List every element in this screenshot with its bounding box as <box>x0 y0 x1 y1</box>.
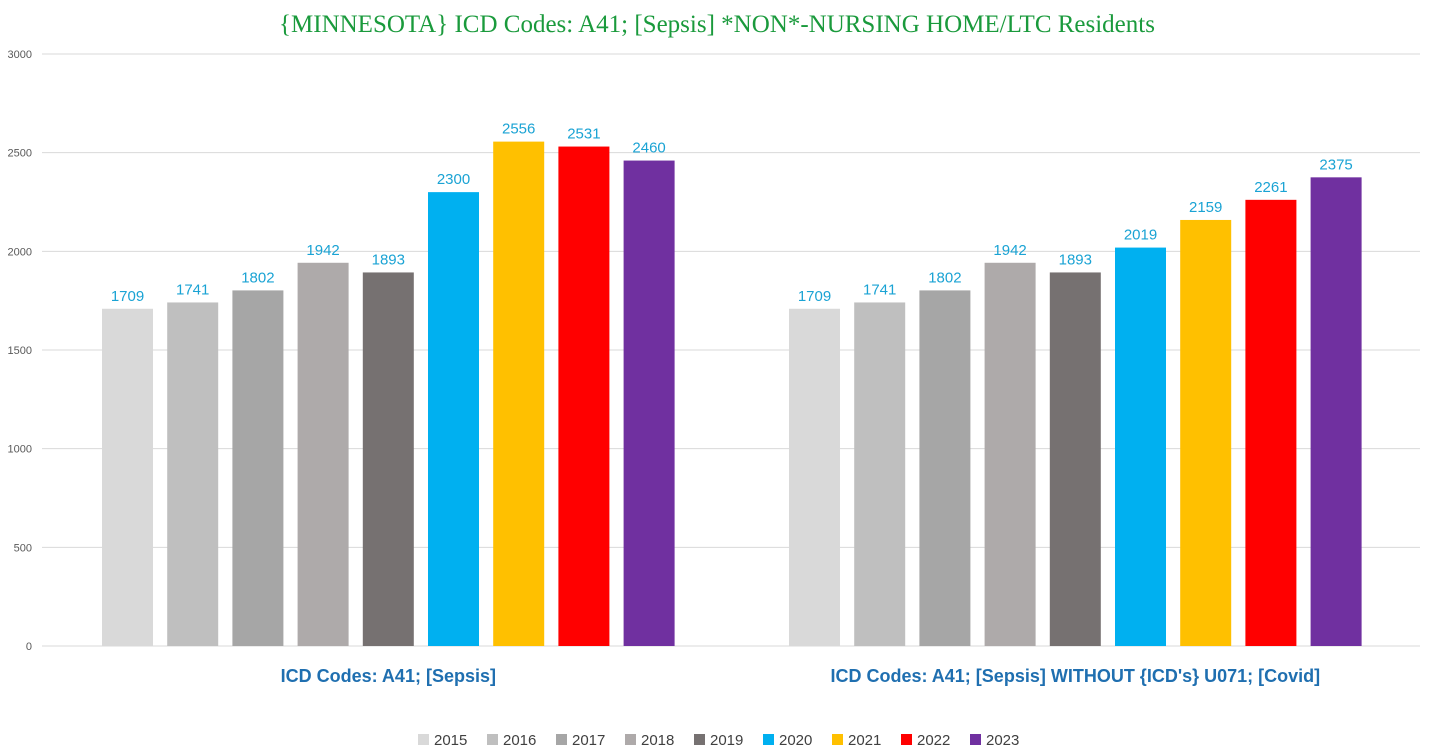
data-label: 1893 <box>372 251 405 268</box>
category-label: ICD Codes: A41; [Sepsis] <box>281 666 496 686</box>
legend-swatch-2018 <box>625 734 636 745</box>
bar-2021-group-2 <box>1180 219 1232 646</box>
data-label: 1802 <box>928 269 961 286</box>
y-tick-label: 1500 <box>8 345 32 357</box>
data-label: 1741 <box>176 281 209 298</box>
data-label: 2300 <box>437 171 470 188</box>
bar-2015-group-2 <box>789 308 840 646</box>
bar-2023-group-2 <box>1310 177 1362 647</box>
bar-2020-group-1 <box>428 192 479 646</box>
bar-2019-group-1 <box>362 272 414 646</box>
y-tick-label: 2000 <box>8 246 32 258</box>
data-label: 2159 <box>1189 199 1222 216</box>
data-label: 1893 <box>1059 251 1092 268</box>
data-label: 2261 <box>1254 179 1287 196</box>
data-label: 2556 <box>502 121 535 138</box>
bar-2018-group-1 <box>297 262 349 646</box>
legend-label: 2016 <box>503 732 536 749</box>
legend-swatch-2022 <box>901 734 912 745</box>
data-label: 1709 <box>111 288 144 305</box>
data-label: 1802 <box>241 269 274 286</box>
category-labels: ICD Codes: A41; [Sepsis] ICD Codes: A41; … <box>281 666 1321 686</box>
data-label: 2460 <box>632 140 665 157</box>
legend-swatch-2019 <box>694 734 705 745</box>
data-labels: 1709 1709 1741 1741 1802 1802 1942 1942 1893 1893… <box>111 121 1353 305</box>
bar-2017-group-2 <box>919 290 971 646</box>
legend-label: 2020 <box>779 732 812 749</box>
data-label: 2019 <box>1124 227 1157 244</box>
bar-2022-group-1 <box>558 146 610 647</box>
data-label: 2531 <box>567 126 600 143</box>
legend-swatch-2017 <box>556 734 567 745</box>
legend-label: 2015 <box>434 732 467 749</box>
data-label: 1942 <box>306 242 339 259</box>
bar-2015-group-1 <box>102 308 153 646</box>
bar-2021-group-1 <box>493 141 545 646</box>
chart-title: {MINNESOTA} ICD Codes: A41; [Sepsis] *NO… <box>279 11 1155 38</box>
y-axis-ticks: 0 500 1000 1500 2000 2500 3000 <box>8 49 32 653</box>
bar-2020-group-2 <box>1115 247 1166 647</box>
legend-label: 2017 <box>572 732 605 749</box>
y-tick-label: 2500 <box>8 148 32 160</box>
bar-2017-group-1 <box>232 290 284 646</box>
legend-swatch-2015 <box>418 734 429 745</box>
bar-2023-group-1 <box>623 160 675 646</box>
data-label: 1942 <box>993 242 1026 259</box>
legend-swatch-2016 <box>487 734 498 745</box>
y-tick-label: 0 <box>26 641 32 653</box>
legend-swatch-2020 <box>763 734 774 745</box>
data-label: 1741 <box>863 281 896 298</box>
legend-swatch-2021 <box>832 734 843 745</box>
y-tick-label: 500 <box>14 542 32 554</box>
legend-label: 2023 <box>986 732 1019 749</box>
data-label: 2375 <box>1319 156 1352 173</box>
legend-label: 2022 <box>917 732 950 749</box>
legend: 2015 2016 2017 2018 2019 2020 2021 2022 2023 <box>418 732 1019 749</box>
bar-2018-group-2 <box>984 262 1036 646</box>
category-label: ICD Codes: A41; [Sepsis] WITHOUT {ICD's}… <box>830 666 1320 686</box>
bar-2022-group-2 <box>1245 199 1297 646</box>
bars <box>102 141 1362 647</box>
bar-2019-group-2 <box>1049 272 1101 646</box>
data-label: 1709 <box>798 288 831 305</box>
legend-label: 2018 <box>641 732 674 749</box>
legend-label: 2019 <box>710 732 743 749</box>
bar-2016-group-2 <box>854 302 906 646</box>
bar-2016-group-1 <box>167 302 219 646</box>
y-tick-label: 3000 <box>8 49 32 61</box>
y-tick-label: 1000 <box>8 444 32 456</box>
legend-swatch-2023 <box>970 734 981 745</box>
legend-label: 2021 <box>848 732 881 749</box>
